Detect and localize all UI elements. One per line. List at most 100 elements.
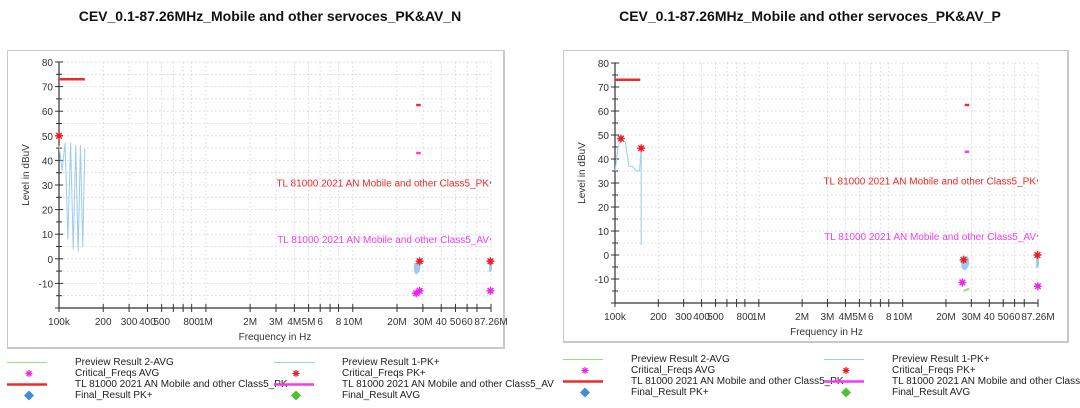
y-axis-label: Level in dBuV <box>21 144 32 206</box>
star-legend-icon <box>581 367 589 374</box>
x-tick-label: 4M <box>287 317 301 328</box>
x-tick-label: 300 <box>675 312 692 323</box>
series-band <box>413 260 421 275</box>
thickline-legend-icon <box>7 383 47 386</box>
x-axis-label: Frequency in Hz <box>239 332 312 343</box>
legend-label: Critical_Freqs AVG <box>631 365 716 376</box>
grid <box>615 62 1039 303</box>
line-legend-icon <box>563 359 603 360</box>
plot-frame-n <box>7 50 505 349</box>
x-tick-label: 800 <box>737 312 754 323</box>
x-tick-label: 60 <box>1009 312 1021 323</box>
x-tick-label: 60 <box>462 317 474 328</box>
series-tl-81000-2021-an-mobile-and-other-class5-av <box>416 151 491 241</box>
y-tick-label: -10 <box>39 279 54 290</box>
y-tick-label: 50 <box>42 132 54 143</box>
legend-label: TL 81000 2021 AN Mobile and other Class5… <box>892 376 1080 387</box>
x-tick-label: 50 <box>998 312 1010 323</box>
y-tick-label: 70 <box>42 83 54 94</box>
critical-freq-star <box>1033 282 1042 291</box>
x-tick-label: 5M <box>852 312 866 323</box>
series-line <box>614 139 642 246</box>
x-tick-label: 100k <box>48 317 71 328</box>
critical-freq-star <box>637 144 646 153</box>
critical-freq-star <box>959 255 968 264</box>
x-tick-label: 87.26M <box>474 317 507 328</box>
y-tick-label: 40 <box>598 155 610 166</box>
legend-label: Preview Result 2-AVG <box>75 357 174 368</box>
y-tick-label: 80 <box>598 59 610 70</box>
x-tick-label: 6 <box>868 312 874 323</box>
thickline-legend-icon <box>824 380 864 383</box>
x-tick-label: 3M <box>821 312 835 323</box>
y-tick-label: 60 <box>598 107 610 118</box>
chart-title-n: CEV_0.1-87.26MHz_Mobile and other servoc… <box>78 8 462 24</box>
x-tick-label: 4M <box>838 312 852 323</box>
legend-label: Final_Result AVG <box>342 390 421 401</box>
critical-freq-star <box>1033 251 1042 259</box>
legend-label: Final_Result PK+ <box>75 390 153 401</box>
legend-label: TL 81000 2021 AN Mobile and other Class5… <box>631 376 844 387</box>
x-tick-label: 6 <box>317 317 323 328</box>
x-tick-label: 800 <box>183 317 200 328</box>
legend-label: Critical_Freqs PK+ <box>892 365 976 376</box>
y-tick-label: 10 <box>42 230 54 241</box>
line-legend-icon <box>824 359 864 360</box>
y-tick-label: 50 <box>598 131 610 142</box>
y-tick-label: 80 <box>42 58 54 69</box>
critical-freq-star <box>616 134 625 143</box>
series-line <box>58 142 86 252</box>
y-tick-label: 20 <box>42 206 54 217</box>
y-tick-label: 10 <box>598 227 610 238</box>
chart-title-p: CEV_0.1-87.26MHz_Mobile and other servoc… <box>619 8 1001 24</box>
x-tick-label: 2M <box>243 317 257 328</box>
limit-annotation: TL 81000 2021 AN Mobile and other Class5… <box>824 232 1036 243</box>
y-tick-label: 20 <box>598 203 610 214</box>
x-tick-label: 20M <box>387 317 406 328</box>
legend-p: Preview Result 2-AVG Preview Result 1-PK+… <box>563 354 1080 404</box>
critical-freq-star <box>415 257 424 266</box>
diamond-legend-icon <box>841 387 851 398</box>
series-tl-81000-2021-an-mobile-and-other-class5-av <box>964 150 1038 238</box>
y-tick-label: 40 <box>42 156 54 167</box>
critical-freq-star <box>486 286 495 295</box>
line-legend-icon <box>274 362 314 363</box>
series-line <box>964 289 1038 291</box>
x-tick-label: 3M <box>269 317 283 328</box>
series-critical-freqs-pk- <box>55 131 495 266</box>
x-tick-label: 8 <box>336 317 342 328</box>
diamond-legend-icon <box>24 390 34 401</box>
series-preview-result-2-avg <box>964 289 1038 291</box>
critical-freq-star <box>412 289 421 298</box>
x-tick-label: 200 <box>95 317 112 328</box>
series-tl-81000-2021-an-mobile-and-other-class5-pk <box>615 78 1038 182</box>
x-tick-label: 1M <box>752 312 766 323</box>
x-tick-label: 400 <box>693 312 710 323</box>
x-tick-label: 30M <box>962 312 981 323</box>
x-tick-label: 500 <box>153 317 170 328</box>
critical-freq-star <box>486 257 495 266</box>
series-tl-81000-2021-an-mobile-and-other-class5-pk <box>59 77 491 184</box>
star-legend-icon <box>25 370 33 377</box>
x-tick-label: 2M <box>795 312 809 323</box>
star-legend-icon <box>292 370 300 377</box>
legend-label: Preview Result 2-AVG <box>631 354 730 365</box>
x-tick-label: 8 <box>886 312 892 323</box>
y-tick-label: 0 <box>47 255 53 266</box>
critical-freq-star <box>55 131 63 140</box>
legend-label: Preview Result 1-PK+ <box>892 354 990 365</box>
y-tick-label: 0 <box>603 251 609 262</box>
diamond-legend-icon <box>580 387 590 398</box>
x-tick-label: 10M <box>343 317 362 328</box>
legend-label: Critical_Freqs PK+ <box>342 368 426 379</box>
diamond-legend-icon <box>291 390 301 401</box>
thickline-legend-icon <box>563 380 603 383</box>
x-tick-label: 100k <box>604 312 627 323</box>
series-preview-result-1-pk- <box>58 142 86 252</box>
thickline-legend-icon <box>274 383 314 386</box>
series-preview-result-1-pk- <box>614 139 642 246</box>
x-tick-label: 10M <box>893 312 912 323</box>
series-critical-freqs-pk- <box>616 134 1042 264</box>
